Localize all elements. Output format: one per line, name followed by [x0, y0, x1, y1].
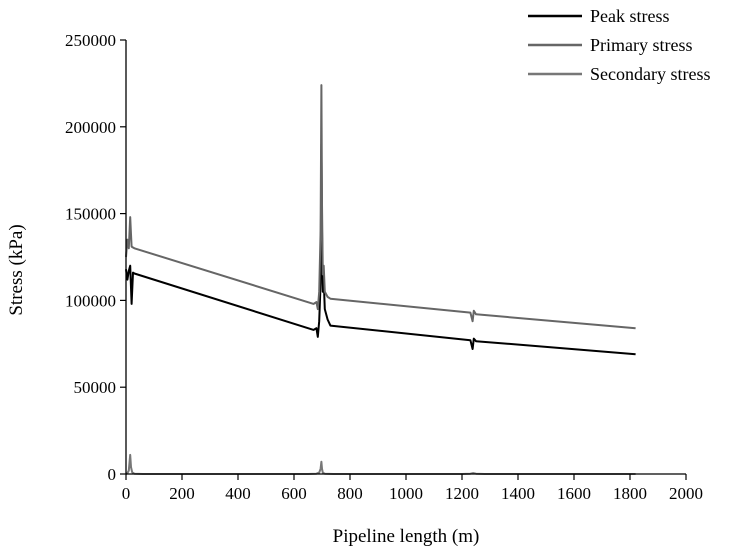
series-line-secondary-stress	[125, 453, 636, 475]
x-tick-label: 1600	[557, 484, 591, 503]
x-tick-label: 1000	[389, 484, 423, 503]
y-tick-label: 250000	[65, 31, 116, 50]
axes: 0 200 400 600 800 1000 1200 1400 1600 1800 2000 0 50…	[65, 31, 703, 503]
legend-label: Peak stress	[590, 6, 670, 26]
x-tick-label: 800	[337, 484, 363, 503]
legend: Peak stress Primary stress Secondary stres…	[528, 6, 710, 84]
x-tick-label: 600	[281, 484, 307, 503]
y-axis-label: Stress (kPa)	[6, 224, 27, 315]
legend-label: Primary stress	[590, 35, 693, 55]
y-tick-label: 200000	[65, 118, 116, 137]
x-tick-label: 0	[122, 484, 131, 503]
x-tick-label: 2000	[669, 484, 703, 503]
y-tick-label: 150000	[65, 205, 116, 224]
x-tick-label: 200	[169, 484, 195, 503]
x-axis-label: Pipeline length (m)	[333, 526, 480, 547]
x-tick-label: 1800	[613, 484, 647, 503]
y-tick-label: 100000	[65, 291, 116, 310]
x-tick-label: 1200	[445, 484, 479, 503]
x-tick-label: 400	[225, 484, 251, 503]
y-tick-label: 50000	[74, 378, 117, 397]
x-tick-label: 1400	[501, 484, 535, 503]
series-group	[125, 84, 636, 475]
series-line-primary-stress	[125, 84, 636, 330]
series-line-peak-stress	[125, 143, 636, 356]
y-tick-label: 0	[108, 465, 117, 484]
legend-label: Secondary stress	[590, 64, 710, 84]
